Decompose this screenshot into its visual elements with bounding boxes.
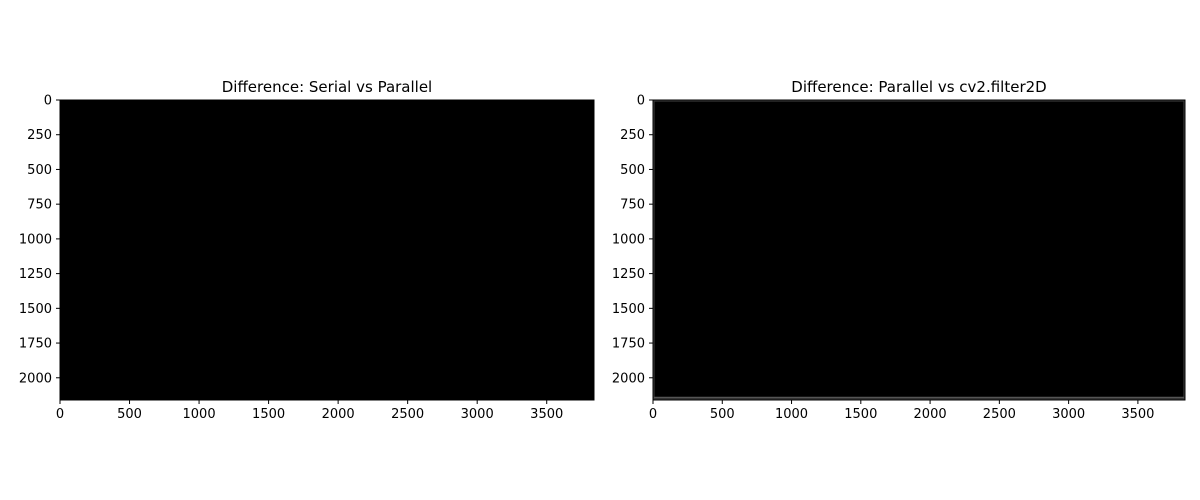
y-tick-label: 0	[44, 94, 52, 109]
x-tick-label: 1500	[844, 407, 877, 422]
y-tick-label: 1250	[19, 267, 52, 282]
y-tick-label: 1500	[19, 302, 52, 317]
x-tick-label: 500	[117, 407, 142, 422]
y-tick-label: 750	[27, 198, 52, 213]
x-tick-label: 2000	[914, 407, 947, 422]
x-tick-label: 3500	[1121, 407, 1154, 422]
y-tick-label: 1000	[612, 232, 645, 247]
y-tick-label: 500	[27, 163, 52, 178]
y-tick-label: 2000	[612, 371, 645, 386]
chart-title: Difference: Serial vs Parallel	[222, 78, 432, 96]
edge-difference-border	[653, 100, 1185, 400]
difference-image	[60, 100, 594, 400]
y-tick-label: 250	[620, 128, 645, 143]
y-tick-label: 250	[27, 128, 52, 143]
y-tick-label: 0	[637, 94, 645, 109]
x-tick-label: 1000	[183, 407, 216, 422]
subplot-1: Difference: Serial vs Parallel 0 500 1000 15…	[19, 78, 595, 422]
chart-title: Difference: Parallel vs cv2.filter2D	[791, 78, 1046, 96]
y-tick-label: 1250	[612, 267, 645, 282]
y-tick-label: 750	[620, 198, 645, 213]
axes-frame	[59, 99, 595, 401]
x-tick-label: 500	[710, 407, 735, 422]
x-tick-label: 3000	[461, 407, 494, 422]
y-tick-label: 500	[620, 163, 645, 178]
x-tick-label: 3500	[530, 407, 563, 422]
y-tick-label: 1750	[19, 337, 52, 352]
x-tick-label: 2000	[322, 407, 355, 422]
x-tick-label: 1000	[775, 407, 808, 422]
x-tick-label: 1500	[252, 407, 285, 422]
axes-frame	[652, 99, 1186, 401]
y-tick-label: 1000	[19, 232, 52, 247]
y-tick-label: 1500	[612, 302, 645, 317]
x-tick-label: 0	[649, 407, 657, 422]
subplot-2: Difference: Parallel vs cv2.filter2D 0 500…	[612, 78, 1186, 422]
y-tick-label: 1750	[612, 337, 645, 352]
x-tick-label: 2500	[983, 407, 1016, 422]
x-tick-label: 0	[56, 407, 64, 422]
x-tick-label: 3000	[1052, 407, 1085, 422]
difference-image	[653, 100, 1185, 400]
x-tick-label: 2500	[391, 407, 424, 422]
y-tick-label: 2000	[19, 371, 52, 386]
